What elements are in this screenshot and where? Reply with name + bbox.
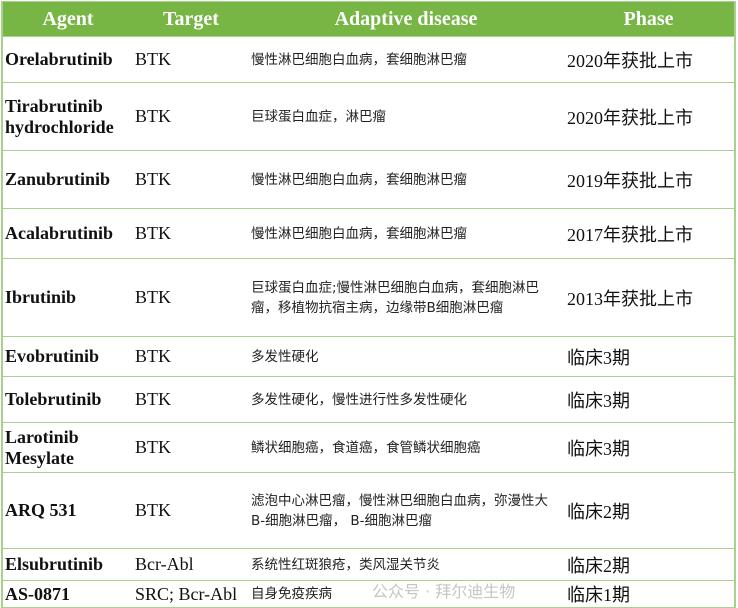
cell-disease: 多发性硬化，慢性进行性多发性硬化 [249,376,563,423]
cell-agent: Zanubrutinib [2,150,133,209]
cell-disease: 滤泡中心淋巴瘤，慢性淋巴细胞白血病，弥漫性大B-细胞淋巴瘤， B-细胞淋巴瘤 [249,472,563,549]
table-row: Elsubrutinib Bcr-Abl 系统性红斑狼疮，类风湿关节炎 临床2期 [2,548,735,581]
cell-phase: 临床1期 [563,580,735,608]
cell-agent: Tolebrutinib [2,376,133,423]
header-disease: Adaptive disease [249,1,563,37]
cell-disease: 慢性淋巴细胞白血病，套细胞淋巴瘤 [249,150,563,209]
table-row: Larotinib Mesylate BTK 鳞状细胞癌，食道癌，食管鳞状细胞癌 临床… [2,422,735,473]
cell-disease: 多发性硬化 [249,336,563,377]
cell-agent: AS-0871 [2,580,133,608]
cell-target: BTK [133,422,249,473]
table-row: Acalabrutinib BTK 慢性淋巴细胞白血病，套细胞淋巴瘤 2017年获批上… [2,208,735,259]
cell-disease: 鳞状细胞癌，食道癌，食管鳞状细胞癌 [249,422,563,473]
cell-phase: 临床3期 [563,376,735,423]
cell-phase: 2020年获批上市 [563,36,735,83]
cell-target: BTK [133,208,249,259]
cell-target: BTK [133,36,249,83]
header-row: Agent Target Adaptive disease Phase [2,1,735,37]
cell-phase: 2013年获批上市 [563,258,735,337]
cell-disease: 自身免疫疾病 [249,580,563,608]
table-row: Ibrutinib BTK 巨球蛋白血症;慢性淋巴细胞白血病，套细胞淋巴瘤，移植物抗… [2,258,735,337]
cell-disease: 巨球蛋白血症，淋巴瘤 [249,82,563,151]
cell-phase: 2019年获批上市 [563,150,735,209]
cell-phase: 临床2期 [563,548,735,581]
cell-agent: Evobrutinib [2,336,133,377]
cell-agent: Elsubrutinib [2,548,133,581]
cell-target: BTK [133,376,249,423]
table-row: Tolebrutinib BTK 多发性硬化，慢性进行性多发性硬化 临床3期 [2,376,735,423]
cell-agent: Tirabrutinib hydrochloride [2,82,133,151]
header-phase: Phase [563,1,735,37]
table-row: Evobrutinib BTK 多发性硬化 临床3期 [2,336,735,377]
cell-phase: 2017年获批上市 [563,208,735,259]
cell-target: Bcr-Abl [133,548,249,581]
cell-target: BTK [133,82,249,151]
table-row: Tirabrutinib hydrochloride BTK 巨球蛋白血症，淋巴瘤 2… [2,82,735,151]
cell-agent: Ibrutinib [2,258,133,337]
cell-target: BTK [133,150,249,209]
table-row: Orelabrutinib BTK 慢性淋巴细胞白血病，套细胞淋巴瘤 2020年获批上… [2,36,735,83]
cell-agent: Orelabrutinib [2,36,133,83]
cell-disease: 慢性淋巴细胞白血病，套细胞淋巴瘤 [249,36,563,83]
cell-phase: 临床3期 [563,422,735,473]
cell-phase: 临床3期 [563,336,735,377]
header-agent: Agent [2,1,133,37]
cell-target: BTK [133,336,249,377]
header-target: Target [133,1,249,37]
table-row: ARQ 531 BTK 滤泡中心淋巴瘤，慢性淋巴细胞白血病，弥漫性大B-细胞淋巴瘤，… [2,472,735,549]
cell-agent: ARQ 531 [2,472,133,549]
cell-agent: Larotinib Mesylate [2,422,133,473]
cell-target: BTK [133,258,249,337]
cell-phase: 2020年获批上市 [563,82,735,151]
table-row: AS-0871 SRC; Bcr-Abl 自身免疫疾病 临床1期 [2,580,735,608]
cell-phase: 临床2期 [563,472,735,549]
cell-agent: Acalabrutinib [2,208,133,259]
cell-disease: 系统性红斑狼疮，类风湿关节炎 [249,548,563,581]
cell-disease: 慢性淋巴细胞白血病，套细胞淋巴瘤 [249,208,563,259]
cell-target: BTK [133,472,249,549]
cell-disease: 巨球蛋白血症;慢性淋巴细胞白血病，套细胞淋巴瘤，移植物抗宿主病，边缘带B细胞淋巴… [249,258,563,337]
watermark: 公众号 · 拜尔迪生物 [372,582,516,601]
table-row: Zanubrutinib BTK 慢性淋巴细胞白血病，套细胞淋巴瘤 2019年获批上市 [2,150,735,209]
cell-target: SRC; Bcr-Abl [133,580,249,608]
